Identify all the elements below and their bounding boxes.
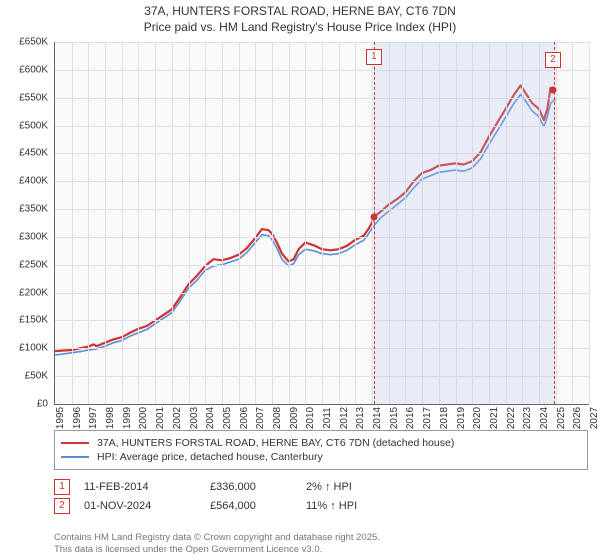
- footnote-line-1: Contains HM Land Registry data © Crown c…: [54, 532, 380, 544]
- legend-row: 37A, HUNTERS FORSTAL ROAD, HERNE BAY, CT…: [61, 437, 581, 449]
- sale-hpi-delta: 11% ↑ HPI: [306, 500, 416, 512]
- sale-price: £564,000: [210, 500, 300, 512]
- sale-marker-1: 1: [366, 49, 382, 65]
- x-tick-label: 1996: [72, 407, 83, 429]
- legend-swatch: [61, 442, 89, 444]
- y-tick-label: £550K: [19, 92, 48, 103]
- gridline-v: [289, 42, 290, 404]
- x-tick-label: 2018: [439, 407, 450, 429]
- sale-date: 01-NOV-2024: [84, 500, 204, 512]
- y-tick-label: £100K: [19, 343, 48, 354]
- sale-marker-2: 2: [545, 52, 561, 68]
- y-tick-label: £150K: [19, 315, 48, 326]
- y-tick-label: £50K: [25, 371, 48, 382]
- sale-marker-1-ref: 1: [54, 479, 70, 495]
- y-tick-label: £600K: [19, 64, 48, 75]
- gridline-v: [322, 42, 323, 404]
- shaded-sale-range: [374, 42, 555, 404]
- y-tick-label: £0: [37, 399, 48, 410]
- x-tick-label: 2011: [322, 407, 333, 429]
- chart-title-block: 37A, HUNTERS FORSTAL ROAD, HERNE BAY, CT…: [0, 0, 600, 35]
- legend-swatch: [61, 456, 89, 458]
- x-tick-label: 2026: [572, 407, 583, 429]
- footnote: Contains HM Land Registry data © Crown c…: [54, 532, 380, 556]
- legend-row: HPI: Average price, detached house, Cant…: [61, 451, 581, 463]
- gridline-v: [339, 42, 340, 404]
- x-tick-label: 2008: [272, 407, 283, 429]
- gridline-v: [189, 42, 190, 404]
- x-tick-label: 2013: [355, 407, 366, 429]
- gridline-v: [589, 42, 590, 404]
- gridline-v: [239, 42, 240, 404]
- sales-table: 1 11-FEB-2014 £336,000 2% ↑ HPI 2 01-NOV-2024…: [54, 476, 588, 517]
- sale-marker-2-ref: 2: [54, 498, 70, 514]
- gridline-v: [222, 42, 223, 404]
- x-tick-label: 1999: [122, 407, 133, 429]
- y-tick-label: £400K: [19, 176, 48, 187]
- gridline-v: [272, 42, 273, 404]
- gridline-v: [138, 42, 139, 404]
- gridline-v: [105, 42, 106, 404]
- y-tick-label: £300K: [19, 231, 48, 242]
- y-tick-label: £500K: [19, 120, 48, 131]
- x-tick-label: 2010: [305, 407, 316, 429]
- sales-row: 1 11-FEB-2014 £336,000 2% ↑ HPI: [54, 479, 588, 495]
- sale-price: £336,000: [210, 481, 300, 493]
- legend-label: 37A, HUNTERS FORSTAL ROAD, HERNE BAY, CT…: [97, 437, 454, 449]
- x-tick-label: 2027: [589, 407, 600, 429]
- x-tick-label: 2007: [255, 407, 266, 429]
- gridline-v: [572, 42, 573, 404]
- x-tick-label: 2009: [289, 407, 300, 429]
- gridline-v: [122, 42, 123, 404]
- x-tick-label: 2004: [205, 407, 216, 429]
- y-tick-label: £200K: [19, 287, 48, 298]
- x-tick-label: 2019: [456, 407, 467, 429]
- sale-dot-1: [370, 213, 377, 220]
- x-tick-label: 2006: [239, 407, 250, 429]
- x-tick-label: 2012: [339, 407, 350, 429]
- x-tick-label: 2017: [422, 407, 433, 429]
- x-tick-label: 2005: [222, 407, 233, 429]
- gridline-v: [172, 42, 173, 404]
- x-tick-label: 2022: [506, 407, 517, 429]
- legend: 37A, HUNTERS FORSTAL ROAD, HERNE BAY, CT…: [54, 430, 588, 470]
- title-line-1: 37A, HUNTERS FORSTAL ROAD, HERNE BAY, CT…: [0, 4, 600, 20]
- plot-area: 1995199619971998199920002001200220032004…: [54, 42, 589, 405]
- x-tick-label: 2016: [405, 407, 416, 429]
- sale-hpi-delta: 2% ↑ HPI: [306, 481, 416, 493]
- gridline-v: [255, 42, 256, 404]
- gridline-v: [205, 42, 206, 404]
- x-tick-label: 2015: [389, 407, 400, 429]
- y-tick-label: £450K: [19, 148, 48, 159]
- x-tick-label: 2020: [472, 407, 483, 429]
- x-tick-label: 2014: [372, 407, 383, 429]
- gridline-v: [556, 42, 557, 404]
- x-tick-label: 2002: [172, 407, 183, 429]
- x-tick-label: 1995: [55, 407, 66, 429]
- sale-date: 11-FEB-2014: [84, 481, 204, 493]
- y-tick-label: £250K: [19, 259, 48, 270]
- x-tick-label: 1997: [88, 407, 99, 429]
- gridline-v: [88, 42, 89, 404]
- x-tick-label: 2001: [155, 407, 166, 429]
- gridline-v: [355, 42, 356, 404]
- x-tick-label: 2021: [489, 407, 500, 429]
- x-tick-label: 2024: [539, 407, 550, 429]
- chart-area: 1995199619971998199920002001200220032004…: [54, 42, 588, 404]
- title-line-2: Price paid vs. HM Land Registry's House …: [0, 20, 600, 36]
- legend-label: HPI: Average price, detached house, Cant…: [97, 451, 323, 463]
- y-tick-label: £650K: [19, 37, 48, 48]
- y-tick-label: £350K: [19, 204, 48, 215]
- sale-dot-2: [549, 86, 556, 93]
- gridline-v: [305, 42, 306, 404]
- x-tick-label: 2003: [189, 407, 200, 429]
- x-tick-label: 1998: [105, 407, 116, 429]
- gridline-v: [72, 42, 73, 404]
- x-tick-label: 2025: [556, 407, 567, 429]
- sales-row: 2 01-NOV-2024 £564,000 11% ↑ HPI: [54, 498, 588, 514]
- gridline-v: [155, 42, 156, 404]
- x-tick-label: 2023: [522, 407, 533, 429]
- x-tick-label: 2000: [138, 407, 149, 429]
- footnote-line-2: This data is licensed under the Open Gov…: [54, 544, 380, 556]
